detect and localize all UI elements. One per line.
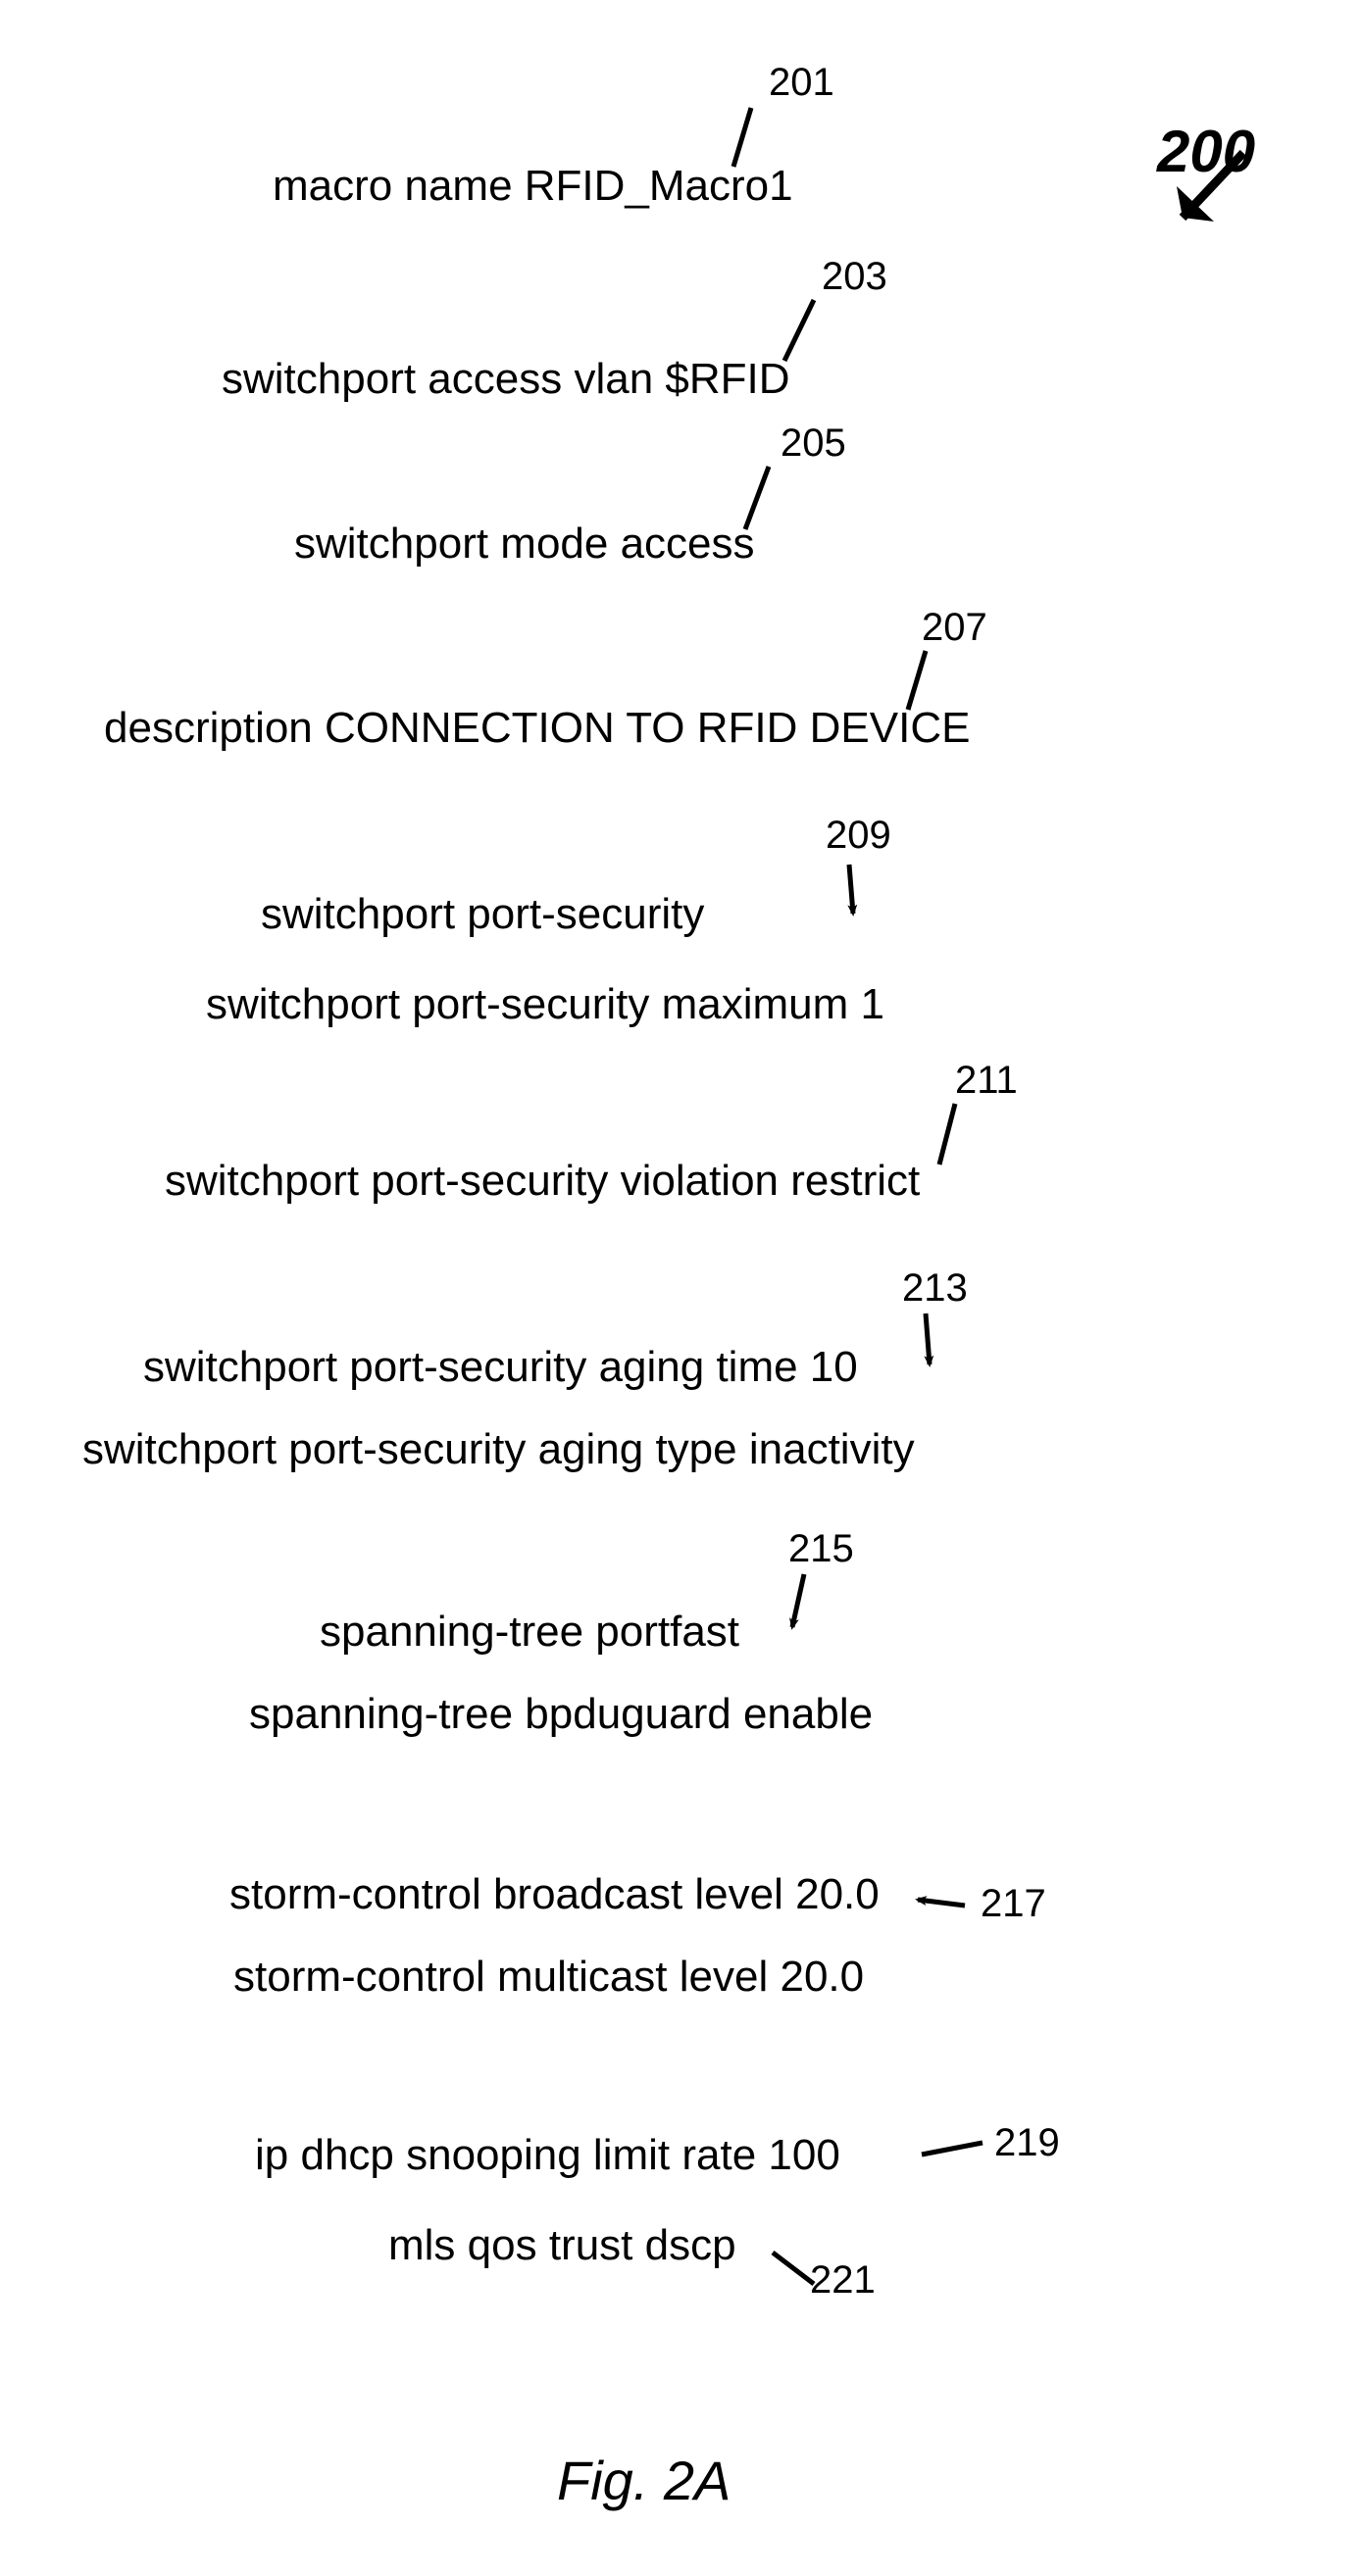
line-storm-multicast: storm-control multicast level 20.0 (233, 1953, 864, 2002)
line-aging-type: switchport port-security aging type inac… (82, 1425, 915, 1474)
line-mode-access: switchport mode access (294, 520, 755, 569)
ref-221: 221 (810, 2258, 876, 2303)
ref-215: 215 (788, 1527, 854, 1571)
line-spanning-portfast: spanning-tree portfast (320, 1608, 739, 1657)
line-violation-restrict: switchport port-security violation restr… (165, 1157, 920, 1206)
ref-217: 217 (981, 1882, 1046, 1926)
ref-209: 209 (826, 814, 891, 858)
figure-caption: Fig. 2A (557, 2449, 731, 2512)
line-mls-qos: mls qos trust dscp (388, 2221, 736, 2270)
figure-2a-diagram: 200 201 203 205 207 209 211 213 215 217 … (0, 0, 1361, 2576)
figure-id: 200 (1157, 118, 1255, 185)
line-spanning-bpduguard: spanning-tree bpduguard enable (249, 1690, 873, 1739)
line-description: description CONNECTION TO RFID DEVICE (104, 704, 970, 753)
line-access-vlan: switchport access vlan $RFID (222, 355, 790, 404)
ref-219: 219 (994, 2121, 1060, 2165)
line-storm-broadcast: storm-control broadcast level 20.0 (229, 1870, 880, 1919)
line-dhcp-snooping: ip dhcp snooping limit rate 100 (255, 2131, 840, 2180)
line-aging-time: switchport port-security aging time 10 (143, 1343, 858, 1392)
ref-213: 213 (902, 1266, 968, 1311)
ref-211: 211 (955, 1059, 1018, 1103)
line-port-security-max: switchport port-security maximum 1 (206, 980, 884, 1029)
line-port-security: switchport port-security (261, 890, 704, 939)
ref-207: 207 (922, 606, 987, 650)
ref-201: 201 (769, 61, 834, 105)
line-macro-name: macro name RFID_Macro1 (273, 162, 793, 211)
ref-205: 205 (781, 421, 846, 466)
ref-203: 203 (822, 255, 887, 299)
